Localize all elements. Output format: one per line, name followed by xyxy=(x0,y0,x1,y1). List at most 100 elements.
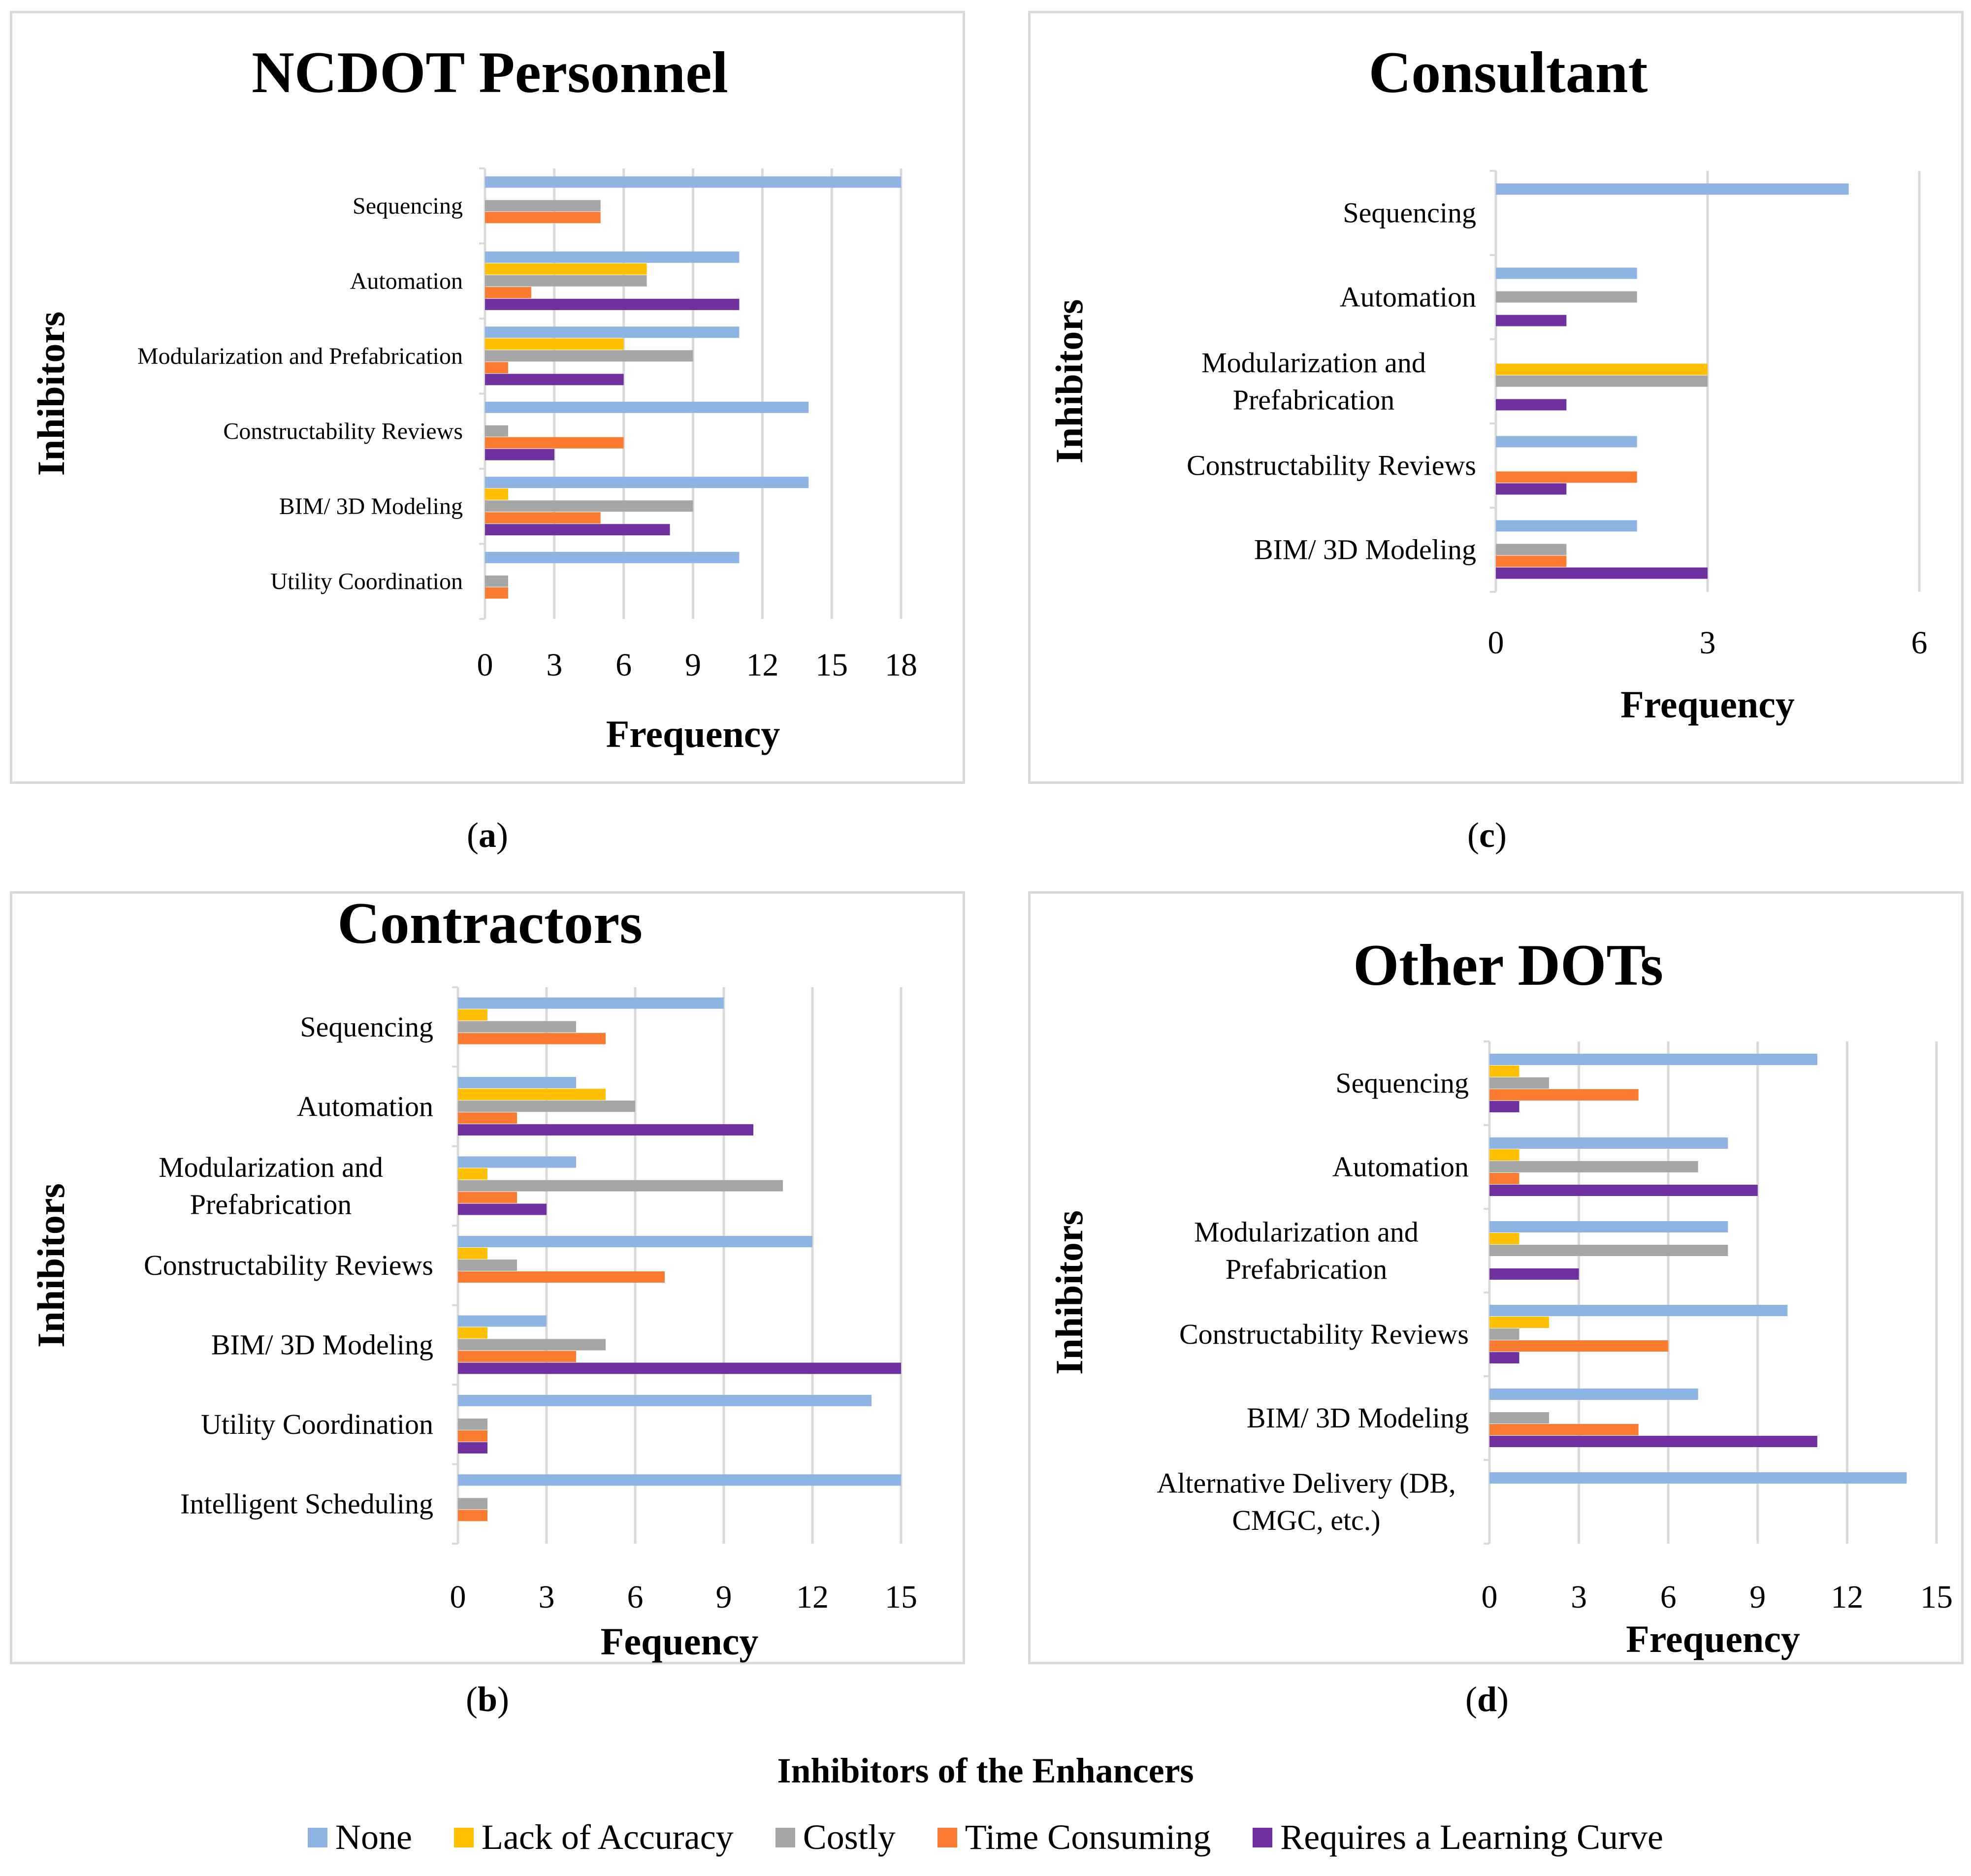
x-tick-label: 12 xyxy=(796,1579,829,1615)
bar-time-consuming xyxy=(458,1510,487,1521)
bar-none xyxy=(458,1236,812,1247)
chart-svg-ncdot: NCDOT Personnel Sequencing Automation Modul… xyxy=(30,39,917,755)
legend-swatch-lack-of-accuracy xyxy=(453,1827,474,1847)
chart-title: Other DOTs xyxy=(1353,932,1663,998)
bar-none xyxy=(485,251,740,263)
bar-lack-of-accuracy xyxy=(1489,1317,1550,1328)
legend-label-costly: Costly xyxy=(803,1817,896,1857)
x-tick-label: 0 xyxy=(477,647,493,683)
category-label: Modularization and Prefabrication xyxy=(137,343,463,369)
bar-costly xyxy=(1496,375,1708,387)
x-tick-label: 3 xyxy=(539,1579,555,1615)
legend-label-time-consuming: Time Consuming xyxy=(965,1817,1211,1857)
legend-item-none: None xyxy=(308,1817,412,1858)
category-label: CMGC, etc.) xyxy=(1232,1504,1380,1536)
bar-time-consuming xyxy=(485,362,508,374)
bar-none xyxy=(458,997,724,1009)
bar-learning-curve xyxy=(1496,315,1567,326)
bar-costly xyxy=(485,200,601,212)
x-tick-label: 12 xyxy=(746,647,778,683)
bar-lack-of-accuracy xyxy=(1489,1233,1519,1244)
bar-time-consuming xyxy=(458,1192,517,1203)
category-label: Modularization and xyxy=(1201,347,1426,379)
category-label: Modularization and xyxy=(159,1151,383,1183)
bar-time-consuming xyxy=(458,1033,606,1044)
bar-none xyxy=(458,1315,547,1327)
bar-none xyxy=(1489,1054,1817,1065)
category-label: Modularization and xyxy=(1194,1216,1419,1248)
bar-learning-curve xyxy=(1496,399,1567,411)
bar-lack-of-accuracy xyxy=(458,1009,487,1021)
category-label: Intelligent Scheduling xyxy=(180,1488,433,1520)
chart-panel-ncdot: NCDOT Personnel Sequencing Automation Modul… xyxy=(10,11,965,784)
bar-none xyxy=(458,1077,576,1089)
legend-label-none: None xyxy=(335,1817,412,1857)
chart-svg-other-dots: Other DOTs Sequencing Automation Modulariza… xyxy=(1048,932,1953,1660)
bar-learning-curve xyxy=(485,374,624,386)
panel-label-d: (d) xyxy=(1465,1680,1509,1719)
x-tick-label: 3 xyxy=(1700,625,1716,661)
category-label: Sequencing xyxy=(353,193,463,219)
bar-learning-curve xyxy=(1496,567,1708,579)
category-label: BIM/ 3D Modeling xyxy=(211,1329,433,1361)
category-label: Alternative Delivery (DB, xyxy=(1157,1467,1455,1499)
bar-costly xyxy=(458,1339,606,1351)
bar-costly xyxy=(458,1418,487,1430)
bar-none xyxy=(1496,267,1637,279)
y-axis-label: Inhibitors xyxy=(1048,299,1091,464)
category-label: Automation xyxy=(1332,1151,1469,1183)
chart-title: Contractors xyxy=(337,894,643,956)
bar-learning-curve xyxy=(485,449,554,460)
chart-panel-contractors: Contractors Sequencing Automation Modulariz… xyxy=(10,891,965,1664)
bar-learning-curve xyxy=(485,524,670,536)
bar-learning-curve xyxy=(458,1124,753,1136)
bar-lack-of-accuracy xyxy=(458,1248,487,1259)
bar-learning-curve xyxy=(1489,1352,1519,1363)
category-label: Constructability Reviews xyxy=(1187,450,1476,482)
bar-costly xyxy=(485,275,647,287)
bar-time-consuming xyxy=(1489,1424,1639,1435)
x-tick-label: 0 xyxy=(1488,625,1504,661)
bar-costly xyxy=(458,1180,783,1192)
legend-title: Inhibitors of the Enhancers xyxy=(777,1751,1194,1790)
bar-learning-curve xyxy=(1489,1101,1519,1112)
category-label: BIM/ 3D Modeling xyxy=(279,493,463,519)
bar-none xyxy=(458,1156,576,1168)
category-label: Prefabrication xyxy=(190,1188,352,1220)
bar-time-consuming xyxy=(458,1112,517,1124)
bar-time-consuming xyxy=(458,1271,665,1283)
category-label: Sequencing xyxy=(1343,197,1476,229)
chart-svg-consultant: Consultant Sequencing Automation Modulariza… xyxy=(1048,39,1928,726)
bar-costly xyxy=(1496,544,1567,555)
bar-costly xyxy=(458,1021,576,1033)
x-tick-label: 9 xyxy=(685,647,701,683)
bar-time-consuming xyxy=(1496,555,1567,567)
bar-costly xyxy=(1489,1328,1519,1340)
category-label: Constructability Reviews xyxy=(223,419,463,445)
bar-learning-curve xyxy=(458,1362,901,1374)
bar-learning-curve xyxy=(1496,483,1567,495)
x-tick-label: 9 xyxy=(716,1579,732,1615)
x-tick-label: 9 xyxy=(1749,1579,1766,1615)
bar-time-consuming xyxy=(1489,1089,1639,1100)
bar-time-consuming xyxy=(458,1430,487,1442)
bar-lack-of-accuracy xyxy=(1489,1149,1519,1161)
legend-item-costly: Costly xyxy=(775,1817,896,1858)
category-label: Automation xyxy=(1340,281,1476,313)
category-label: Utility Coordination xyxy=(201,1408,433,1440)
bar-time-consuming xyxy=(485,437,624,449)
x-tick-label: 0 xyxy=(450,1579,466,1615)
bar-lack-of-accuracy xyxy=(458,1327,487,1339)
chart-title: Consultant xyxy=(1369,39,1648,105)
category-label: BIM/ 3D Modeling xyxy=(1247,1402,1469,1434)
bar-lack-of-accuracy xyxy=(485,488,508,500)
bar-none xyxy=(1489,1472,1907,1484)
bar-time-consuming xyxy=(1496,471,1637,483)
bar-costly xyxy=(1489,1161,1698,1172)
bar-time-consuming xyxy=(1489,1340,1669,1352)
category-label: Utility Coordination xyxy=(270,569,463,595)
bar-time-consuming xyxy=(458,1351,576,1362)
bar-costly xyxy=(458,1260,517,1271)
x-axis-label: Frequency xyxy=(1620,683,1795,726)
bar-costly xyxy=(485,500,693,512)
